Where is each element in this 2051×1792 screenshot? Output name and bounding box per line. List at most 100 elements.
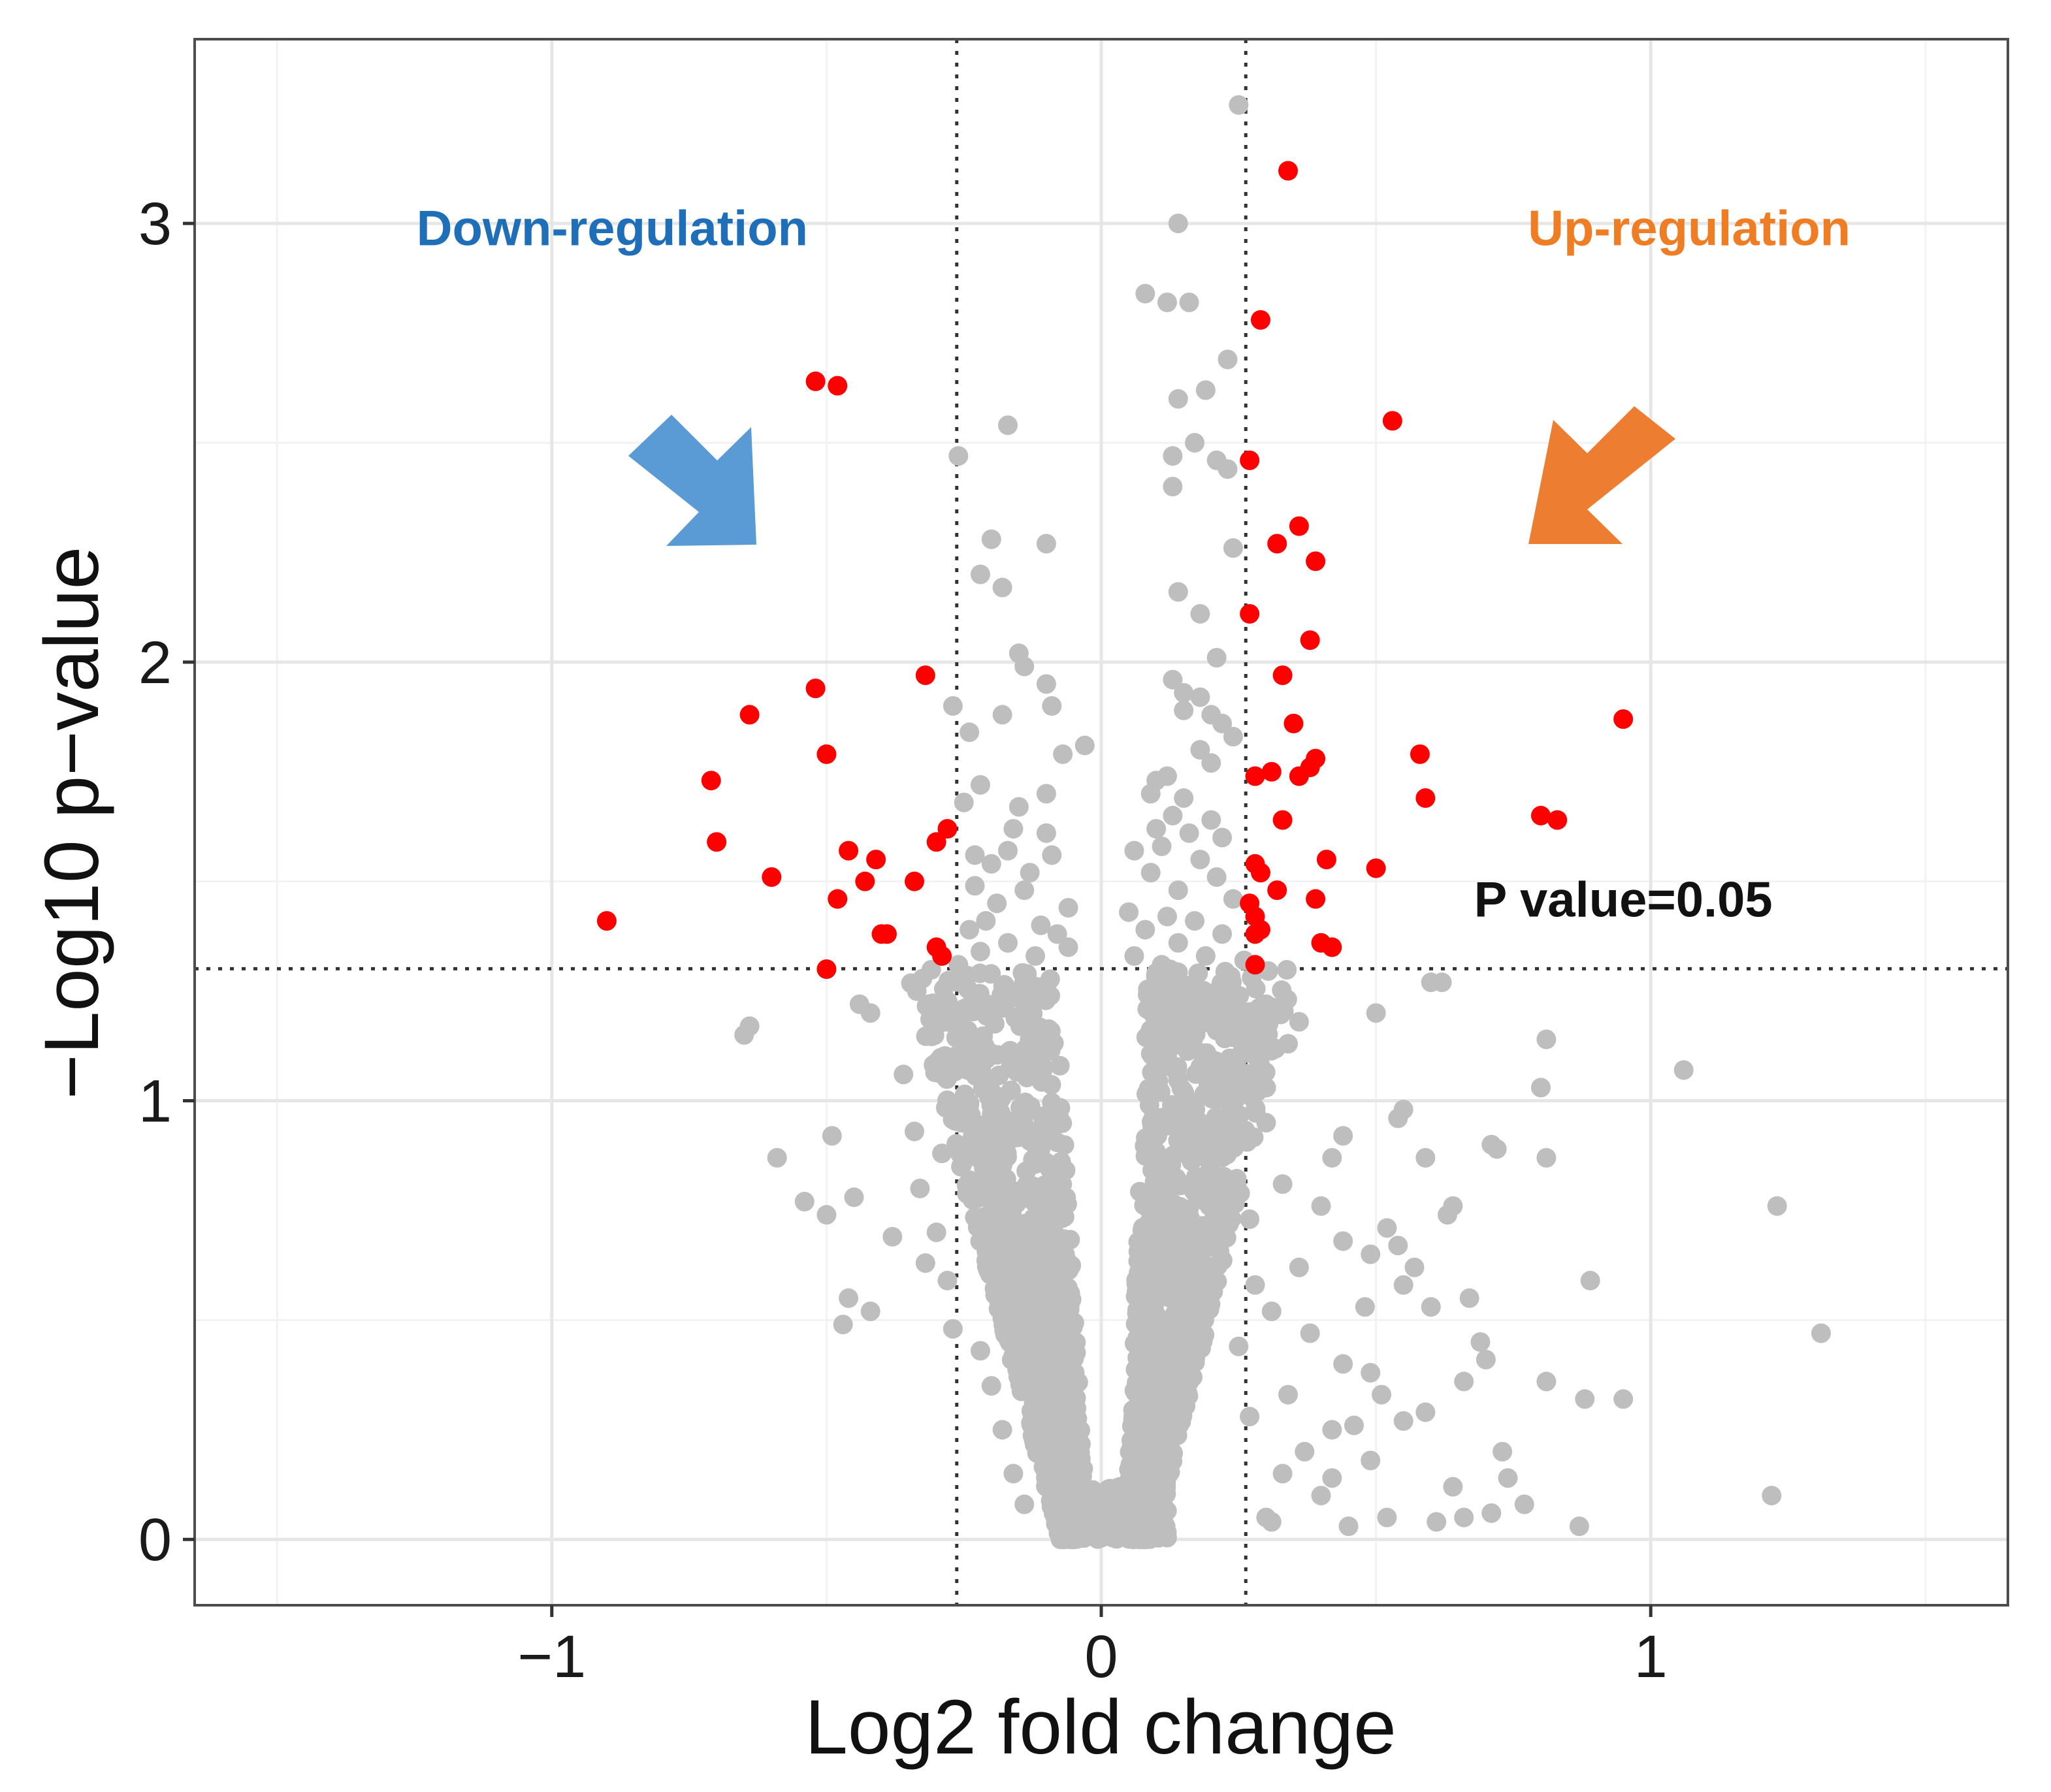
data-point-not-significant: [1188, 963, 1208, 984]
data-point-not-significant: [980, 1046, 1000, 1066]
data-point-not-significant: [1190, 850, 1210, 870]
data-point-not-significant: [926, 1223, 946, 1243]
data-point-not-significant: [910, 1178, 930, 1198]
data-point-not-significant: [1191, 1338, 1211, 1358]
data-point-not-significant: [1034, 1279, 1054, 1300]
data-point-not-significant: [1184, 1181, 1204, 1202]
data-point-not-significant: [1388, 1236, 1408, 1256]
data-point-not-significant: [1172, 1021, 1192, 1041]
data-point-not-significant: [999, 1256, 1019, 1277]
data-point-significant: [937, 819, 958, 839]
data-point-not-significant: [1333, 1354, 1353, 1374]
data-point-not-significant: [1027, 1423, 1048, 1443]
data-point-not-significant: [1127, 1373, 1147, 1393]
data-point-not-significant: [1157, 766, 1177, 786]
data-point-not-significant: [1167, 966, 1187, 986]
data-point-not-significant: [1036, 674, 1056, 694]
data-point-not-significant: [1240, 1209, 1260, 1229]
data-point-not-significant: [1055, 1444, 1075, 1464]
data-point-not-significant: [1190, 687, 1210, 707]
data-point-not-significant: [1007, 1057, 1027, 1078]
data-point-not-significant: [1179, 293, 1199, 313]
data-point-not-significant: [1421, 1297, 1441, 1317]
data-point-not-significant: [1344, 1415, 1364, 1435]
data-point-significant: [1250, 310, 1270, 330]
data-point-not-significant: [1218, 459, 1238, 479]
data-point-not-significant: [1020, 863, 1040, 883]
data-point-not-significant: [1041, 1040, 1061, 1061]
data-point-not-significant: [1047, 1166, 1067, 1186]
data-point-not-significant: [1514, 1494, 1534, 1514]
data-point-significant: [805, 679, 826, 699]
data-point-not-significant: [1372, 1384, 1392, 1405]
data-point-not-significant: [1212, 827, 1233, 848]
data-point-not-significant: [1134, 1398, 1154, 1418]
data-point-not-significant: [1127, 1272, 1148, 1292]
data-point-not-significant: [1190, 740, 1210, 760]
data-point-not-significant: [1016, 1161, 1037, 1181]
data-point-significant: [1267, 534, 1287, 554]
data-point-not-significant: [1047, 1132, 1067, 1153]
data-point-significant: [1272, 665, 1293, 685]
data-point-not-significant: [1245, 1275, 1265, 1295]
data-point-not-significant: [1058, 897, 1078, 918]
data-point-not-significant: [1003, 1464, 1024, 1484]
data-point-not-significant: [1062, 1398, 1082, 1418]
data-point-not-significant: [992, 705, 1012, 725]
data-point-not-significant: [1427, 1512, 1447, 1532]
y-tick-label: 2: [138, 630, 172, 696]
data-point-not-significant: [1112, 1526, 1132, 1546]
data-point-not-significant: [1470, 1332, 1491, 1352]
data-point-significant: [701, 771, 721, 791]
data-point-not-significant: [1212, 713, 1233, 733]
data-point-not-significant: [1014, 880, 1035, 901]
data-point-not-significant: [1124, 946, 1144, 966]
data-point-not-significant: [1161, 1224, 1181, 1245]
down-arrow-icon: [628, 415, 756, 546]
data-point-not-significant: [1036, 823, 1056, 843]
data-point-not-significant: [1015, 1185, 1035, 1205]
data-point-not-significant: [1580, 1270, 1600, 1290]
y-axis-title: −Log10 p−value: [29, 547, 115, 1099]
data-point-not-significant: [1037, 1210, 1057, 1230]
data-point-not-significant: [1136, 1138, 1156, 1158]
data-point-not-significant: [943, 696, 963, 716]
data-point-not-significant: [977, 1241, 997, 1262]
data-point-not-significant: [1065, 1363, 1085, 1383]
data-point-not-significant: [1028, 1363, 1048, 1383]
data-point-not-significant: [1215, 961, 1235, 982]
data-point-significant: [816, 959, 837, 980]
data-point-significant: [1306, 551, 1326, 571]
data-point-not-significant: [1178, 1360, 1198, 1380]
data-point-not-significant: [976, 1117, 996, 1137]
data-point-not-significant: [1201, 753, 1221, 773]
data-point-not-significant: [1157, 906, 1177, 927]
data-point-significant: [932, 946, 952, 966]
data-point-not-significant: [1212, 924, 1233, 944]
data-point-not-significant: [1182, 1151, 1202, 1171]
data-point-not-significant: [1237, 1132, 1257, 1152]
x-tick-label: 0: [1084, 1624, 1118, 1690]
data-point-significant: [1245, 924, 1265, 944]
data-point-not-significant: [1171, 1078, 1191, 1098]
data-point-not-significant: [1036, 784, 1056, 804]
data-point-significant: [1382, 411, 1402, 431]
data-point-not-significant: [1289, 1012, 1309, 1032]
data-point-not-significant: [1140, 1044, 1161, 1064]
up-regulation-label: Up-regulation: [1528, 201, 1850, 257]
data-point-not-significant: [794, 1192, 815, 1212]
data-point-not-significant: [1155, 1187, 1175, 1208]
data-point-not-significant: [1014, 1494, 1035, 1514]
data-point-not-significant: [1186, 1130, 1206, 1151]
data-point-not-significant: [1322, 1147, 1342, 1168]
data-point-not-significant: [1165, 1402, 1186, 1422]
data-point-not-significant: [882, 1226, 903, 1247]
data-point-not-significant: [1203, 1119, 1223, 1139]
y-tick-label: 0: [138, 1507, 172, 1573]
data-point-not-significant: [1226, 1102, 1246, 1123]
data-point-not-significant: [1223, 727, 1243, 747]
data-point-not-significant: [1009, 797, 1029, 817]
data-point-not-significant: [977, 1006, 997, 1026]
data-point-not-significant: [933, 979, 954, 999]
data-point-significant: [1284, 713, 1304, 733]
